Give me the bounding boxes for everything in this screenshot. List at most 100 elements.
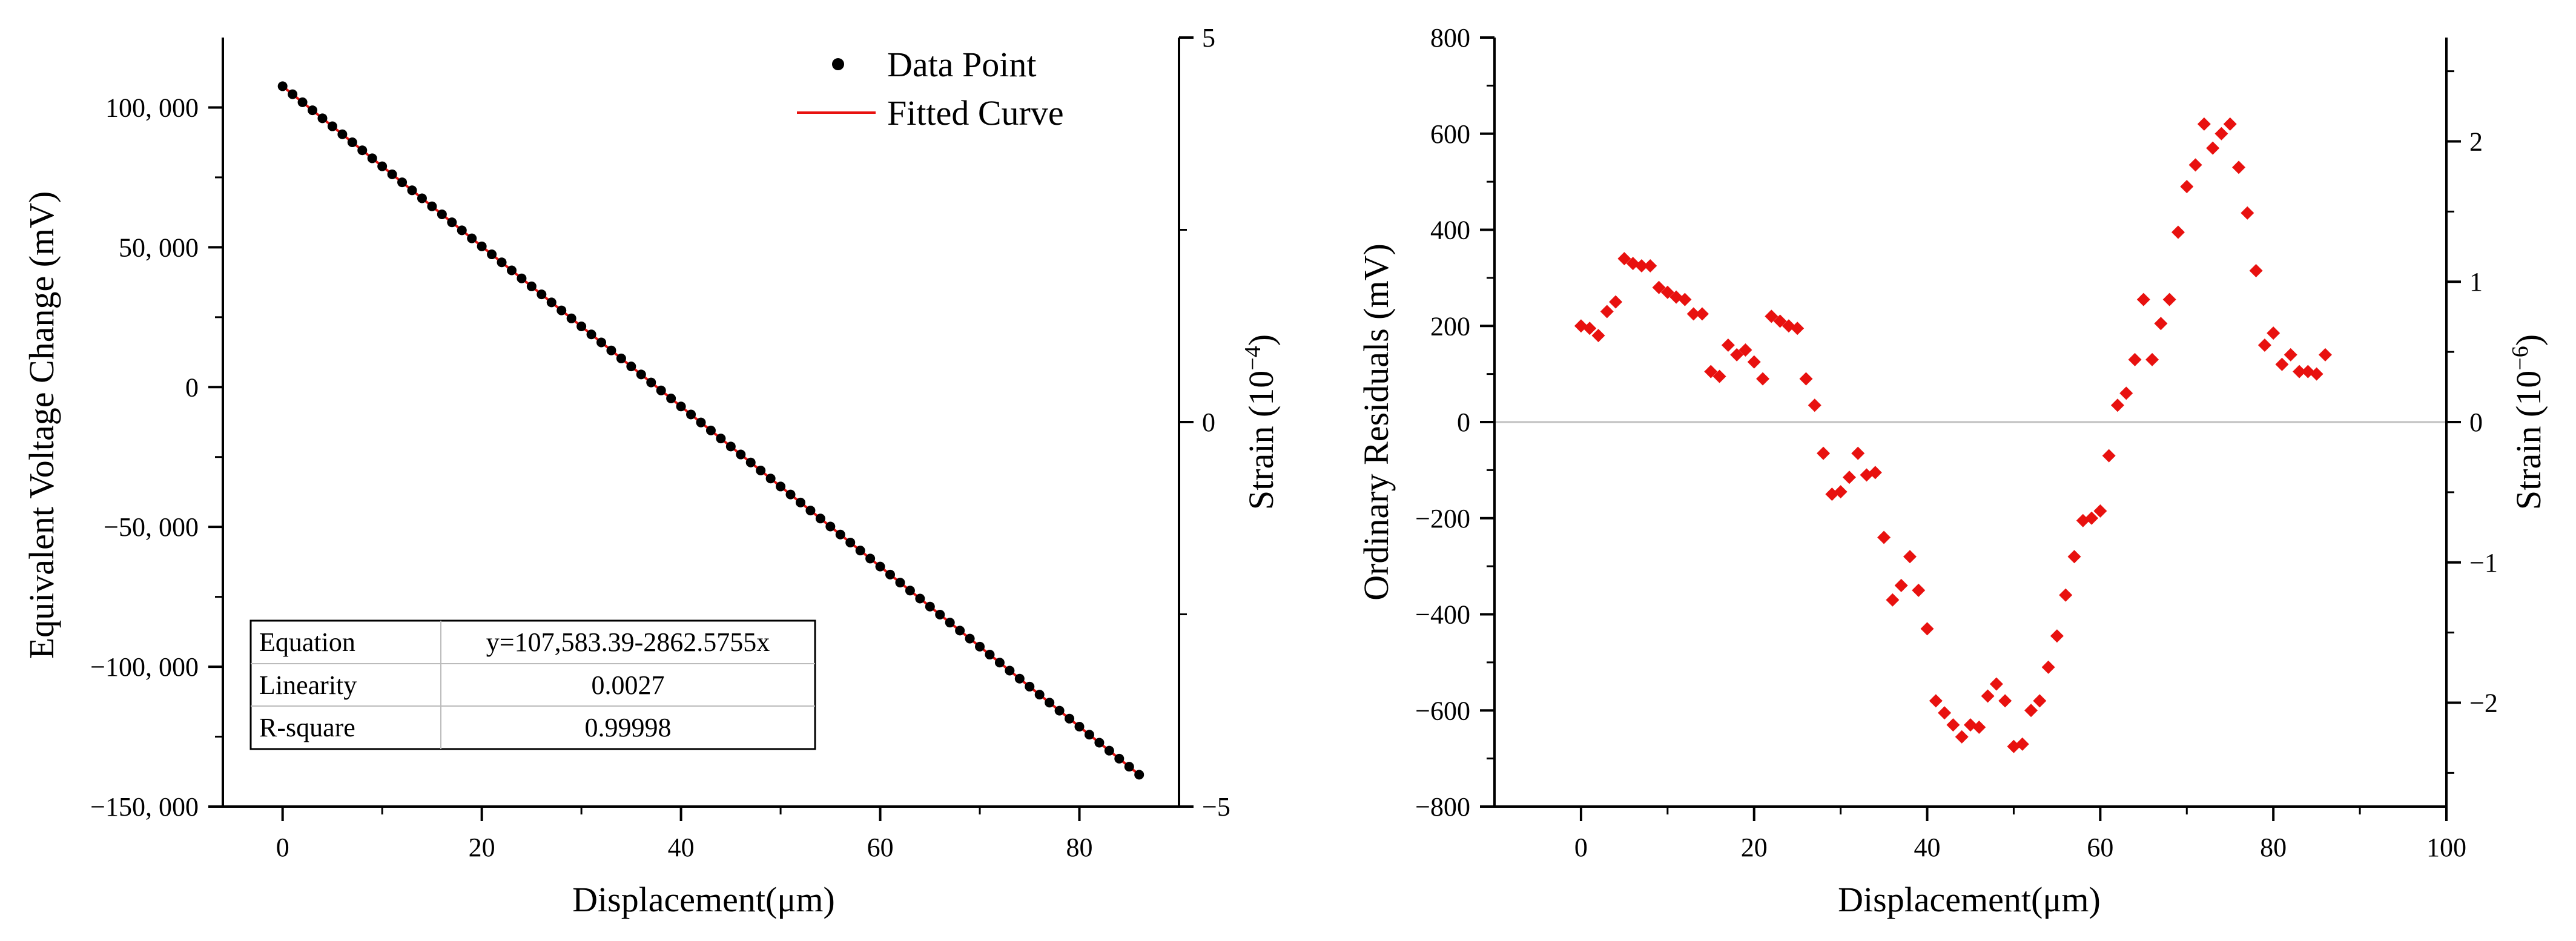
residual-point xyxy=(2310,367,2323,381)
data-point xyxy=(517,273,527,283)
residual-point xyxy=(1600,305,1614,319)
residual-point xyxy=(1989,677,2003,691)
data-point xyxy=(815,513,825,524)
y-tick-label: 200 xyxy=(1430,311,1470,341)
residual-point xyxy=(2033,694,2047,708)
x-tick-label: 80 xyxy=(1066,833,1093,862)
residual-point xyxy=(2214,127,2228,140)
y-tick-label: −150, 000 xyxy=(90,792,199,822)
residual-point xyxy=(1756,372,1770,386)
residual-point xyxy=(2257,338,2271,352)
data-point xyxy=(586,329,596,340)
x-tick-label: 60 xyxy=(2087,833,2113,862)
data-point xyxy=(716,434,726,444)
data-point xyxy=(955,626,965,636)
table-rsquare-value: 0.99998 xyxy=(585,713,672,742)
residual-point xyxy=(2180,180,2194,194)
left-chart: 0 20 40 60 80 −150, 000 −100, 000 −50, 000 0 50, … xyxy=(22,23,1281,919)
data-point xyxy=(895,578,905,588)
residual-point xyxy=(1660,285,1674,299)
residual-point xyxy=(1808,398,1821,412)
data-point xyxy=(1094,738,1105,748)
residual-point xyxy=(2171,225,2185,239)
residual-point xyxy=(2197,117,2211,131)
data-point xyxy=(855,546,865,556)
data-points xyxy=(277,81,1144,780)
residual-point xyxy=(2067,550,2081,564)
data-point xyxy=(427,201,437,211)
data-point xyxy=(765,474,776,484)
y2-tick-label: 0 xyxy=(1202,408,1215,437)
left-y2-title-exponent: −4 xyxy=(1240,346,1266,370)
residual-point xyxy=(1739,343,1752,357)
residual-point xyxy=(1868,466,1882,480)
data-point xyxy=(497,257,507,268)
x-tick-label: 20 xyxy=(1741,833,1768,862)
data-point xyxy=(1014,673,1025,684)
data-point xyxy=(467,233,477,243)
right-y2-axis-title: Strain (10−6) xyxy=(2508,334,2548,510)
y-tick-label: −600 xyxy=(1415,696,1470,725)
data-point xyxy=(666,394,676,404)
residual-point xyxy=(2050,629,2064,643)
y2-tick-label: −1 xyxy=(2469,548,2498,578)
x-tick-label: 40 xyxy=(668,833,695,862)
data-point xyxy=(537,289,547,300)
residual-point xyxy=(1877,530,1891,544)
residual-point xyxy=(1730,348,1744,362)
data-point xyxy=(636,369,646,380)
data-point xyxy=(1034,690,1045,700)
data-point xyxy=(546,297,556,308)
residual-point xyxy=(2059,588,2073,602)
data-point xyxy=(785,489,796,500)
data-point xyxy=(776,481,786,492)
data-point xyxy=(297,97,308,107)
data-point xyxy=(885,569,896,579)
x-tick-label: 0 xyxy=(1574,833,1588,862)
data-point xyxy=(994,658,1005,668)
y-tick-label: 0 xyxy=(185,372,199,402)
y-tick-label: 100, 000 xyxy=(105,93,199,122)
data-point xyxy=(1084,730,1094,740)
residual-point xyxy=(2154,317,2168,331)
residual-point xyxy=(2232,160,2246,174)
data-point xyxy=(795,497,805,507)
residual-point xyxy=(2241,206,2254,220)
residual-point xyxy=(1652,280,1666,294)
residual-point xyxy=(2093,504,2107,518)
data-point xyxy=(576,322,587,332)
residual-point xyxy=(1946,718,1960,732)
residual-point xyxy=(1747,355,1761,369)
data-point xyxy=(616,353,626,363)
y-tick-label: −100, 000 xyxy=(90,652,199,682)
data-point xyxy=(367,153,377,163)
data-point xyxy=(1104,745,1114,756)
data-point xyxy=(865,553,876,564)
data-point xyxy=(1134,770,1144,780)
residual-point xyxy=(1643,259,1657,273)
y2-tick-label: 0 xyxy=(2469,408,2483,437)
data-point xyxy=(656,385,666,395)
residual-point xyxy=(1955,730,1969,744)
y-tick-label: 800 xyxy=(1430,23,1470,53)
residual-point xyxy=(1765,309,1778,323)
data-point xyxy=(1025,681,1035,692)
residual-point xyxy=(2085,511,2099,525)
legend-data-point-label: Data Point xyxy=(887,45,1036,84)
data-point xyxy=(725,441,736,452)
residual-point xyxy=(1773,314,1787,328)
data-point xyxy=(646,377,656,388)
table-linearity-label: Linearity xyxy=(259,670,357,700)
residual-point xyxy=(1712,369,1726,383)
residual-point xyxy=(2206,141,2220,155)
data-point xyxy=(288,89,298,99)
data-point xyxy=(745,457,756,467)
data-point xyxy=(417,193,427,203)
residual-point xyxy=(1678,292,1692,306)
legend-fitted-curve-label: Fitted Curve xyxy=(887,93,1064,133)
left-chart-ticks: 0 20 40 60 80 −150, 000 −100, 000 −50, 000 0 50, … xyxy=(90,23,1230,862)
data-point xyxy=(805,506,816,516)
data-point xyxy=(1045,698,1055,708)
data-point xyxy=(477,241,487,251)
table-rsquare-label: R-square xyxy=(259,713,355,742)
